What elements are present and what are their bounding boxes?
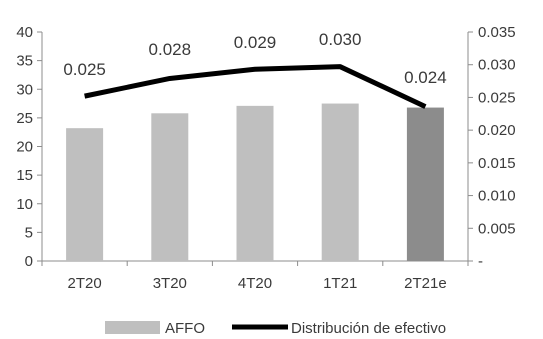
- left-tick-label: 35: [16, 53, 33, 70]
- right-tick-label: -: [478, 253, 483, 270]
- left-tick-label: 20: [16, 139, 33, 156]
- right-tick-label: 0.020: [478, 122, 516, 139]
- distribucion-line: [84, 64, 427, 109]
- legend: AFFO Distribución de efectivo: [105, 320, 446, 337]
- right-tick-label: 0.010: [478, 188, 516, 205]
- affo-bar: [321, 103, 359, 261]
- category-label: 4T20: [238, 275, 272, 292]
- left-tick-label: 25: [16, 110, 33, 127]
- left-tick-label: 0: [25, 253, 33, 270]
- left-tick-label: 5: [25, 224, 33, 241]
- line-data-label: 0.024: [404, 68, 447, 87]
- right-tick-label: 0.035: [478, 24, 516, 41]
- category-label: 1T21: [323, 275, 357, 292]
- right-tick-label: 0.030: [478, 57, 516, 74]
- affo-bar: [151, 113, 189, 261]
- left-tick-label: 10: [16, 196, 33, 213]
- line-data-label: 0.029: [234, 33, 277, 52]
- right-tick-label: 0.025: [478, 89, 516, 106]
- line-data-label: 0.025: [63, 60, 106, 79]
- line-series-distribucion: [84, 64, 427, 109]
- category-label: 2T20: [67, 275, 101, 292]
- legend-swatch-affo: [105, 321, 160, 334]
- affo-bar: [406, 107, 444, 261]
- bar-series-affo: [66, 103, 444, 261]
- category-label: 2T21e: [404, 275, 447, 292]
- left-tick-label: 15: [16, 167, 33, 184]
- legend-label-affo: AFFO: [165, 320, 205, 337]
- right-tick-label: 0.005: [478, 220, 516, 237]
- data-labels: 0.025 0.028 0.029 0.030 0.024: [63, 30, 446, 87]
- affo-bar: [236, 105, 274, 261]
- line-data-label: 0.028: [149, 40, 192, 59]
- legend-label-distribucion: Distribución de efectivo: [291, 320, 446, 337]
- affo-bar: [66, 128, 104, 261]
- chart-axes: 0 5 10 15 20 25 30 35 40 - 0.005 0.010 0.015 0.020 0.0…: [16, 24, 515, 292]
- right-tick-label: 0.015: [478, 155, 516, 172]
- left-tick-label: 30: [16, 81, 33, 98]
- left-tick-label: 40: [16, 24, 33, 41]
- line-data-label: 0.030: [319, 30, 362, 49]
- category-label: 3T20: [153, 275, 187, 292]
